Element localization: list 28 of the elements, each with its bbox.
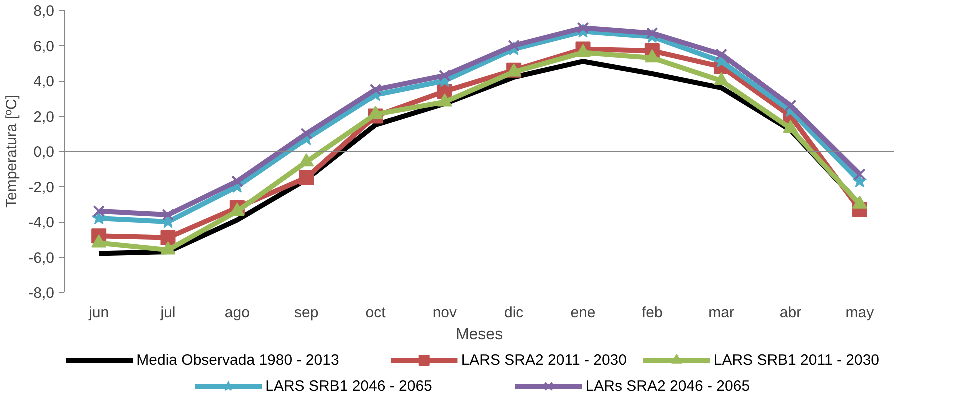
x-axis-title: Meses (456, 326, 504, 344)
legend-label: LARS SRA2 2011 - 2030 (461, 352, 627, 369)
y-tick-label: 4,0 (34, 74, 55, 90)
y-tick-label: -6,0 (28, 250, 55, 267)
legend-label: LARS SRB1 2046 - 2065 (266, 378, 432, 395)
x-tick-label: nov (432, 304, 458, 322)
legend-label: LARS SRB1 2011 - 2030 (714, 352, 880, 369)
x-tick-label: abr (780, 304, 802, 322)
y-tick-label: 2,0 (34, 108, 55, 126)
x-tick-label: mar (708, 304, 735, 322)
x-tick-label: ene (570, 304, 596, 322)
x-tick-label: jul (160, 304, 176, 322)
x-tick-label: sep (294, 304, 319, 322)
y-axis-title: Temperatura [ºC] (4, 94, 21, 208)
x-tick-label: oct (366, 304, 387, 322)
x-tick-label: ago (224, 304, 250, 322)
x-tick-label: jun (88, 304, 110, 322)
x-tick-label: dic (504, 304, 524, 322)
y-tick-label: -8,0 (28, 285, 55, 302)
x-tick-label: may (846, 304, 875, 322)
y-tick-label: 6,0 (34, 38, 55, 56)
legend-label: LARs SRA2 2046 - 2065 (586, 378, 750, 395)
x-tick-label: feb (642, 304, 663, 322)
y-tick-label: -2,0 (28, 179, 55, 196)
y-tick-label: 0,0 (34, 144, 55, 161)
y-tick-label: 8,0 (34, 3, 55, 20)
legend-label: Media Observada 1980 - 2013 (136, 352, 340, 369)
y-tick-label: -4,0 (28, 214, 55, 232)
